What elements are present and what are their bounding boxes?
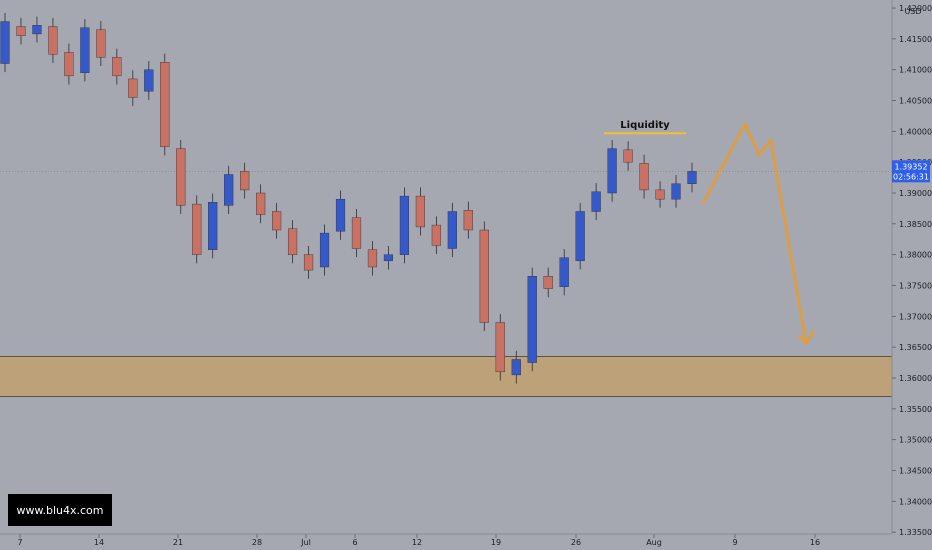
- candle-body: [1, 22, 10, 64]
- time-tick-label: Aug: [646, 538, 662, 547]
- time-tick-label: 14: [94, 538, 104, 547]
- candle-body: [112, 57, 121, 75]
- current-price-value: 1.39352: [894, 162, 927, 171]
- price-tick-label: 1.41000: [899, 66, 932, 75]
- time-tick-label: 28: [252, 538, 262, 547]
- time-tick-label: Jul: [300, 538, 311, 547]
- watermark-text: www.blu4x.com: [17, 504, 104, 517]
- candle-body: [512, 359, 521, 374]
- price-tick-label: 1.36000: [899, 374, 932, 383]
- candle-body: [608, 149, 617, 193]
- candle-body: [288, 229, 297, 255]
- price-tick-label: 1.34500: [899, 466, 932, 475]
- candle-body: [416, 196, 425, 227]
- price-tick-label: 1.35000: [899, 436, 932, 445]
- candle-body: [352, 218, 361, 249]
- candle-body: [368, 250, 377, 267]
- candle-body: [576, 212, 585, 261]
- candle-body: [208, 202, 217, 249]
- price-tick-label: 1.34000: [899, 497, 932, 506]
- candle-body: [592, 192, 601, 212]
- time-tick-label: 16: [810, 538, 820, 547]
- candle-body: [65, 52, 74, 75]
- candle-body: [160, 62, 169, 146]
- candle-body: [192, 204, 201, 255]
- candle-body: [128, 79, 137, 97]
- candle-body: [304, 255, 313, 270]
- candle-body: [560, 258, 569, 287]
- candle-body: [624, 150, 633, 162]
- demand-zone: [0, 356, 892, 396]
- price-tick-label: 1.41500: [899, 35, 932, 44]
- candle-body: [240, 171, 249, 189]
- liquidity-annotation: Liquidity: [620, 120, 670, 131]
- time-tick-label: 12: [412, 538, 422, 547]
- time-tick-label: 6: [352, 538, 357, 547]
- candle-body: [144, 70, 153, 92]
- demand-zone-layer: [0, 356, 892, 396]
- candle-body: [33, 25, 42, 34]
- candle-body: [256, 193, 265, 215]
- candle-body: [480, 230, 489, 322]
- time-tick-label: 9: [732, 538, 737, 547]
- bar-countdown: 02:56:31: [893, 172, 929, 181]
- candle-body: [528, 276, 537, 362]
- time-tick-label: 19: [491, 538, 501, 547]
- price-tick-label: 1.37500: [899, 281, 932, 290]
- candle-body: [49, 27, 58, 55]
- price-tick-label: 1.40500: [899, 97, 932, 106]
- time-tick-label: 21: [173, 538, 183, 547]
- candle-body: [80, 28, 89, 73]
- candle-body: [17, 27, 26, 36]
- candle-body: [464, 210, 473, 230]
- candle-body: [656, 190, 665, 199]
- price-tick-label: 1.39000: [899, 189, 932, 198]
- candle-body: [448, 212, 457, 249]
- time-tick-label: 26: [571, 538, 581, 547]
- price-tick-label: 1.35500: [899, 405, 932, 414]
- candle-body: [224, 175, 233, 206]
- price-tick-label: 1.37000: [899, 312, 932, 321]
- current-price-tag: 1.39352 02:56:31: [892, 160, 930, 182]
- candle-body: [400, 196, 409, 255]
- price-tick-label: 1.33500: [899, 528, 932, 537]
- candle-body: [320, 233, 329, 267]
- candle-body: [272, 212, 281, 230]
- candle-body: [384, 255, 393, 261]
- candle-body: [96, 30, 105, 58]
- price-tick-label: 1.40000: [899, 127, 932, 136]
- candle-body: [688, 171, 697, 183]
- price-tick-label: 1.36500: [899, 343, 932, 352]
- candle-body: [544, 276, 553, 288]
- candle-body: [496, 322, 505, 371]
- time-tick-label: 7: [17, 538, 22, 547]
- price-tick-label: 1.38000: [899, 251, 932, 260]
- candle-body: [432, 225, 441, 245]
- candle-body: [336, 199, 345, 231]
- candle-body: [640, 163, 649, 190]
- watermark[interactable]: www.blu4x.com: [8, 494, 112, 526]
- candle-body: [176, 149, 185, 206]
- price-tick-label: 1.38500: [899, 220, 932, 229]
- currency-label: USD: [904, 7, 921, 16]
- candle-body: [672, 184, 681, 199]
